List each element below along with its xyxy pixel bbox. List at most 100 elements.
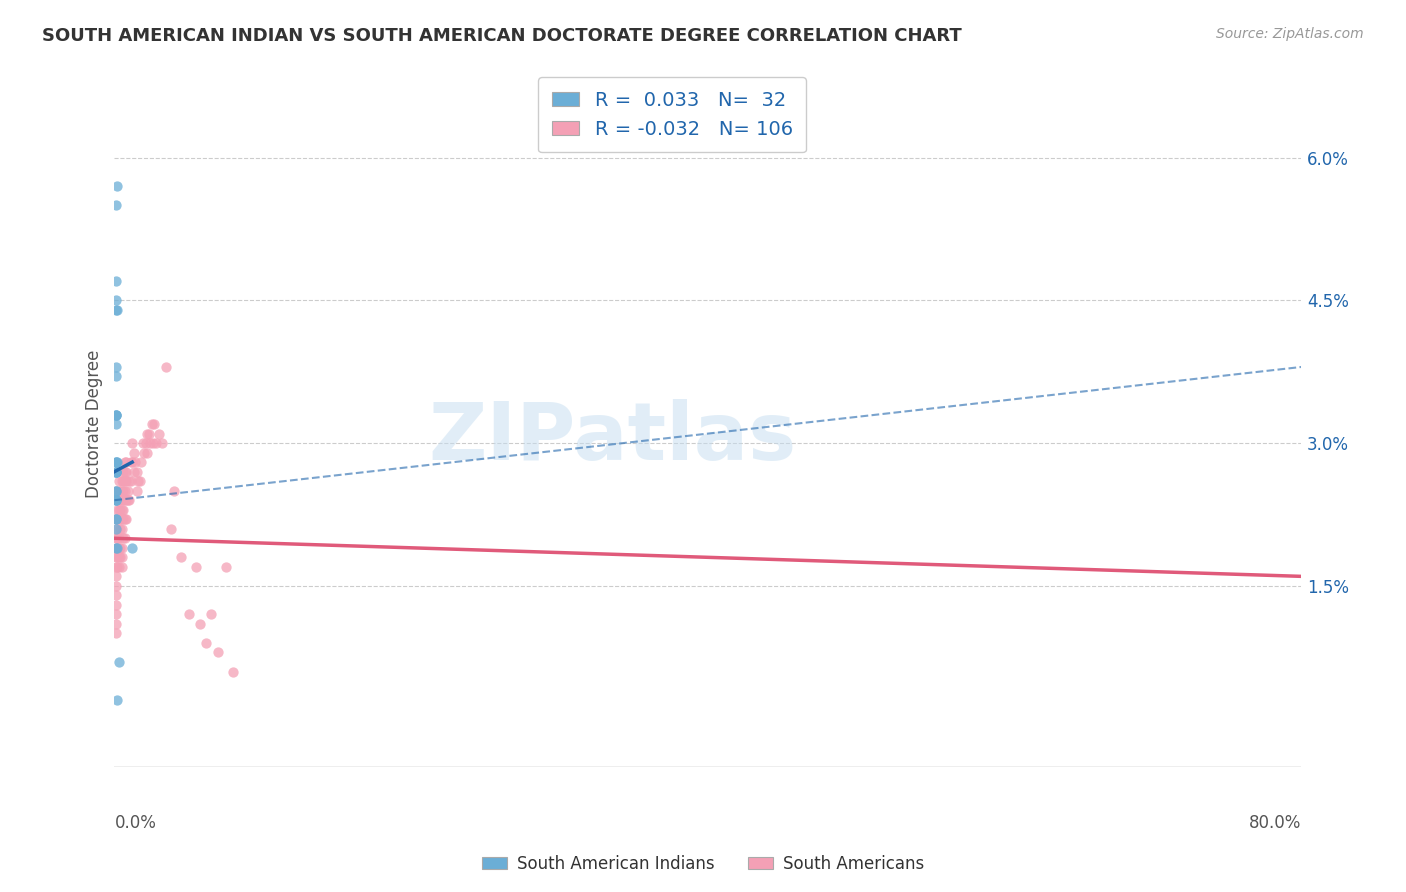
Point [104, 408, 127, 422]
Point [104, 302, 127, 317]
Point [136, 426, 159, 441]
Point [105, 455, 128, 469]
Point [124, 455, 146, 469]
Point [105, 550, 128, 565]
Point [112, 502, 135, 516]
Point [114, 474, 136, 488]
Point [155, 359, 177, 374]
Point [131, 436, 153, 450]
Point [105, 302, 128, 317]
Point [104, 455, 127, 469]
Point [143, 417, 166, 431]
Point [104, 588, 127, 602]
Point [121, 541, 143, 555]
Point [108, 502, 131, 516]
Point [108, 541, 131, 555]
Point [108, 493, 131, 508]
Point [104, 550, 127, 565]
Point [105, 559, 128, 574]
Point [190, 616, 212, 631]
Point [112, 483, 135, 498]
Point [104, 483, 127, 498]
Point [108, 531, 131, 545]
Point [150, 436, 173, 450]
Point [114, 455, 136, 469]
Point [104, 408, 127, 422]
Legend: South American Indians, South Americans: South American Indians, South Americans [475, 848, 931, 880]
Point [115, 465, 138, 479]
Y-axis label: Doctorate Degree: Doctorate Degree [86, 350, 103, 499]
Point [112, 465, 135, 479]
Point [110, 493, 132, 508]
Point [129, 455, 152, 469]
Point [125, 465, 148, 479]
Point [104, 465, 127, 479]
Point [112, 512, 135, 526]
Point [108, 512, 131, 526]
Point [104, 293, 127, 308]
Point [104, 417, 127, 431]
Point [104, 465, 127, 479]
Legend: R =  0.033   N=  32, R = -0.032   N= 106: R = 0.033 N= 32, R = -0.032 N= 106 [538, 78, 806, 153]
Point [104, 569, 127, 583]
Point [110, 502, 132, 516]
Point [104, 607, 127, 622]
Point [104, 559, 127, 574]
Point [110, 541, 132, 555]
Point [108, 474, 131, 488]
Text: ZIPatlas: ZIPatlas [429, 399, 797, 477]
Point [105, 493, 128, 508]
Point [111, 474, 134, 488]
Point [195, 636, 218, 650]
Point [117, 493, 139, 508]
Point [112, 474, 135, 488]
Point [159, 522, 181, 536]
Point [215, 559, 238, 574]
Point [104, 493, 127, 508]
Point [111, 559, 134, 574]
Point [115, 455, 138, 469]
Point [104, 541, 127, 555]
Point [148, 426, 170, 441]
Point [111, 502, 134, 516]
Point [104, 408, 127, 422]
Point [121, 436, 143, 450]
Point [114, 465, 136, 479]
Point [127, 474, 149, 488]
Point [120, 455, 142, 469]
Point [115, 512, 138, 526]
Point [105, 179, 128, 194]
Point [111, 483, 134, 498]
Point [104, 274, 127, 288]
Point [104, 598, 127, 612]
Point [104, 493, 127, 508]
Point [114, 493, 136, 508]
Point [118, 493, 141, 508]
Point [111, 512, 134, 526]
Point [115, 474, 138, 488]
Point [104, 483, 127, 498]
Point [104, 465, 127, 479]
Point [104, 512, 127, 526]
Point [135, 436, 157, 450]
Point [118, 474, 141, 488]
Point [145, 436, 167, 450]
Point [104, 493, 127, 508]
Point [136, 445, 159, 459]
Point [122, 465, 145, 479]
Point [105, 502, 128, 516]
Point [111, 541, 134, 555]
Point [207, 645, 229, 659]
Point [105, 541, 128, 555]
Text: 0.0%: 0.0% [114, 814, 156, 832]
Point [138, 426, 160, 441]
Point [105, 512, 128, 526]
Point [111, 550, 134, 565]
Point [104, 198, 127, 212]
Point [110, 550, 132, 565]
Point [222, 665, 245, 679]
Point [132, 445, 155, 459]
Point [104, 512, 127, 526]
Point [184, 559, 207, 574]
Point [114, 531, 136, 545]
